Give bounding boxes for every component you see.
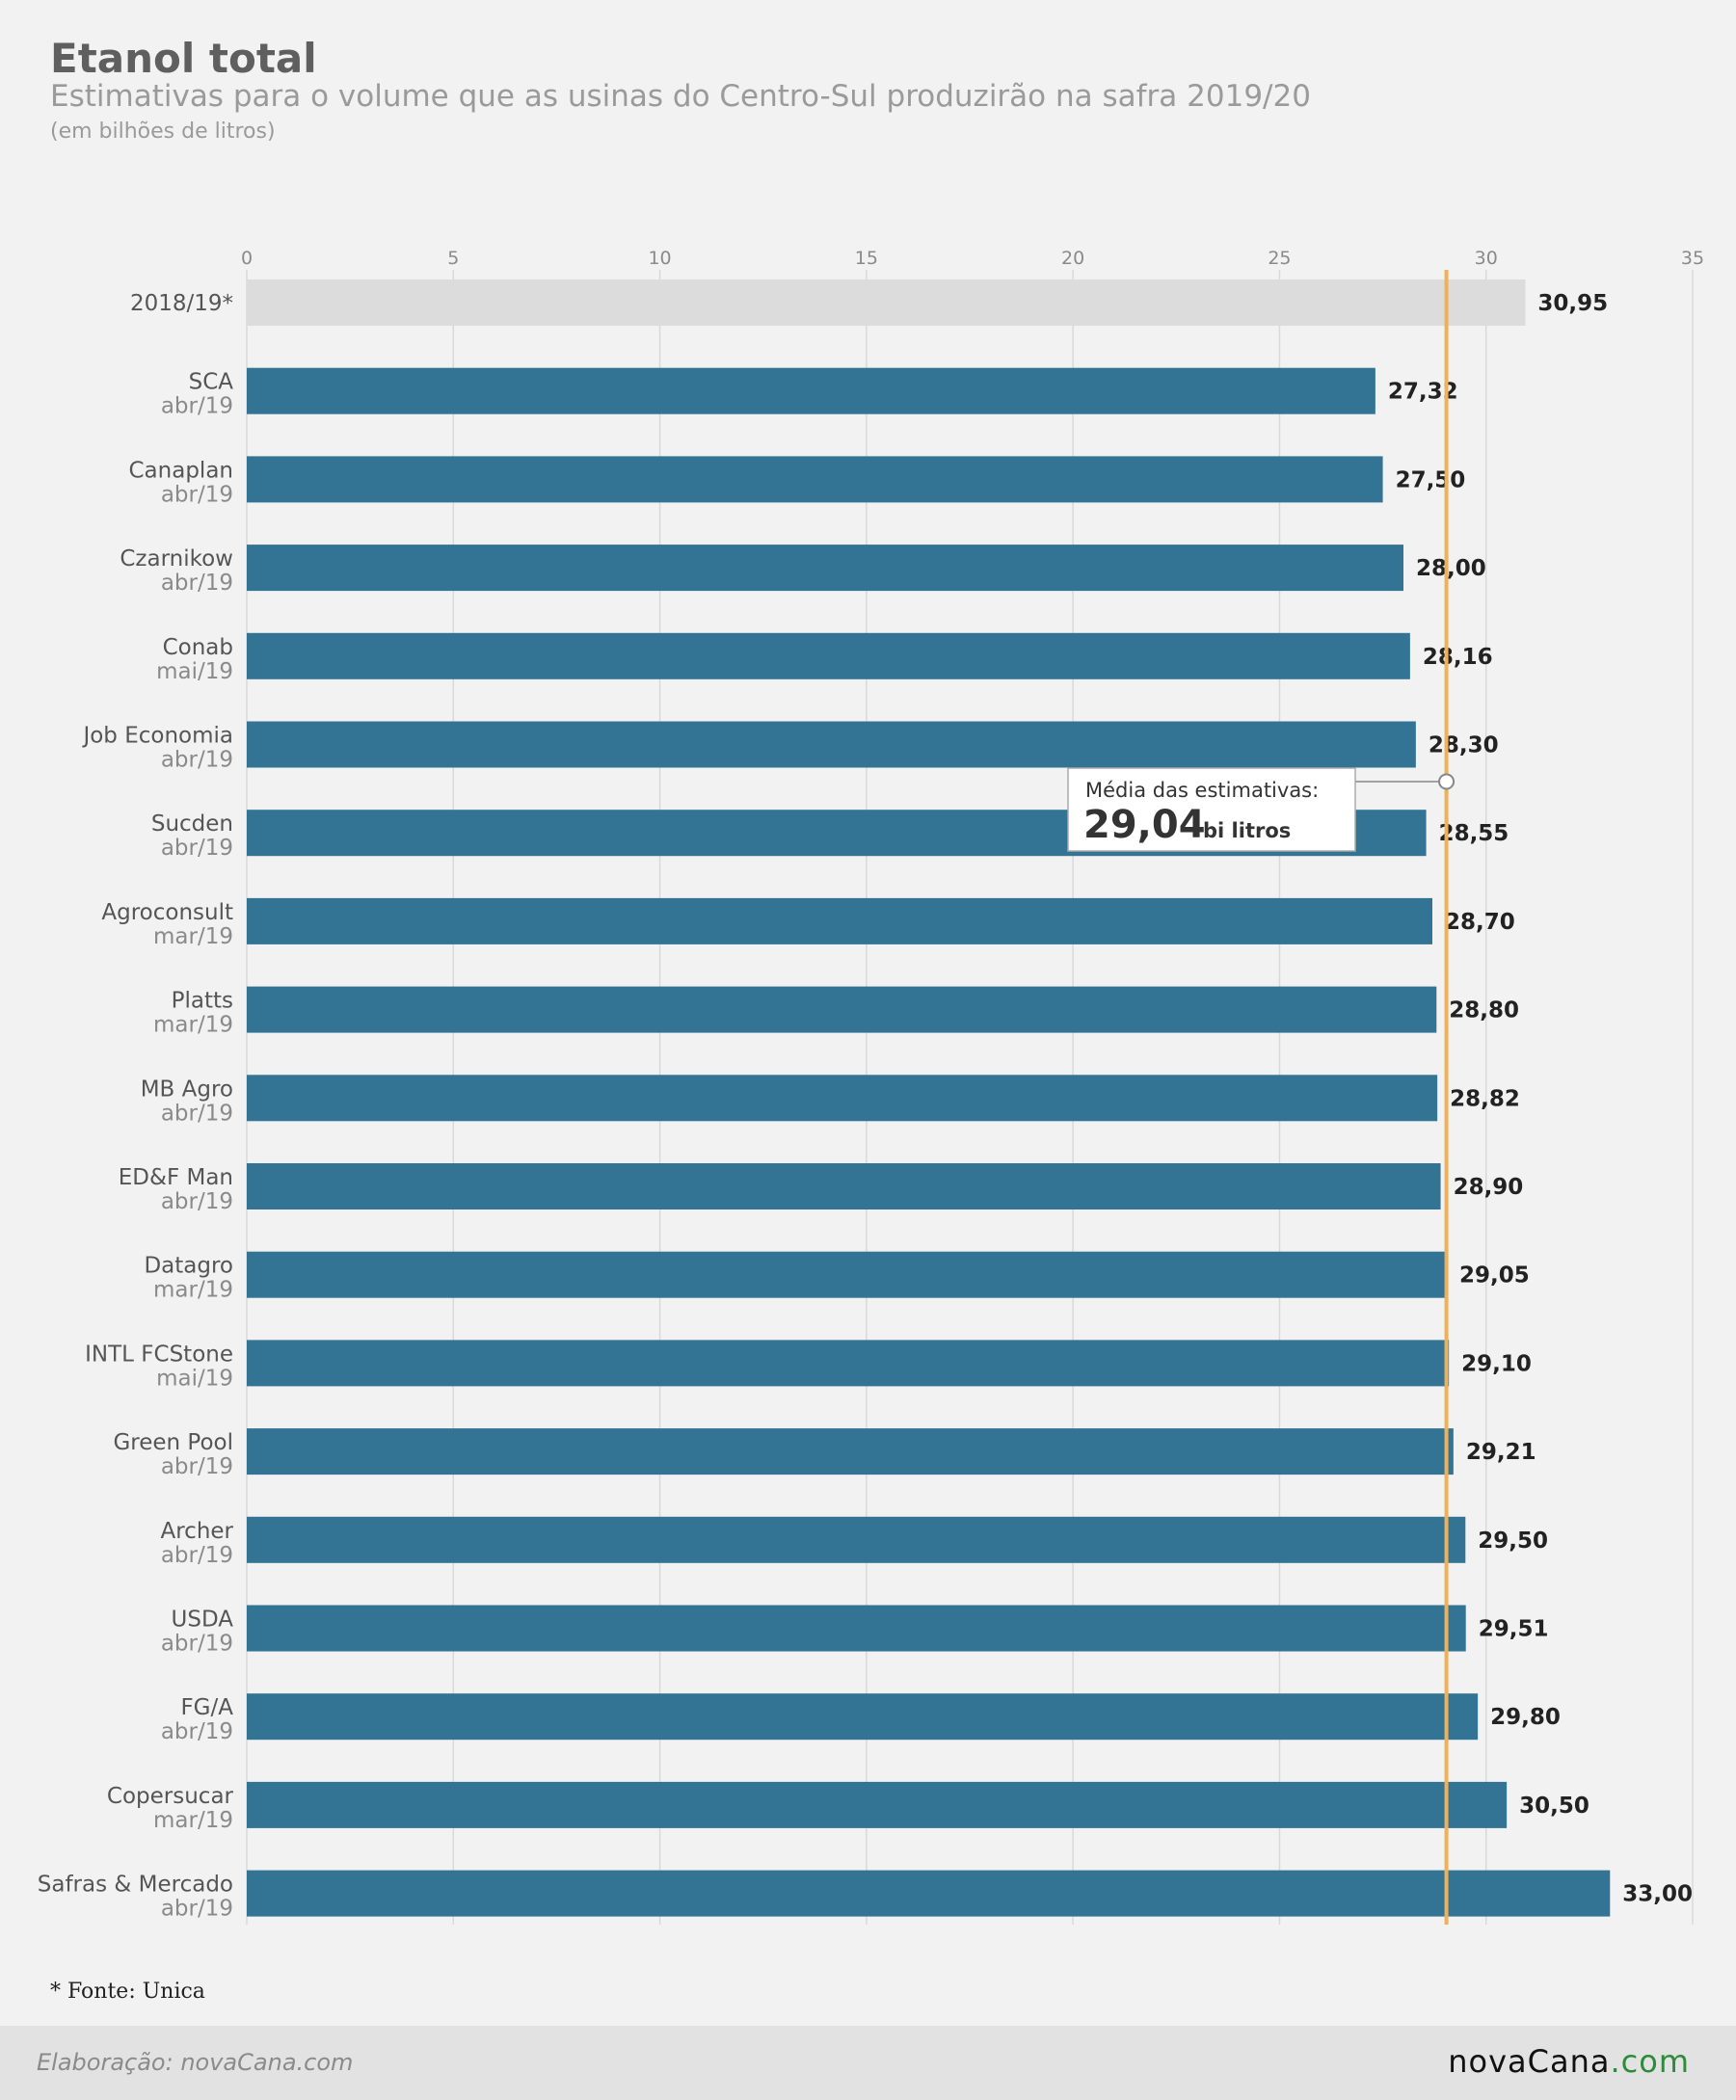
value-label: 28,80	[1449, 998, 1519, 1023]
value-label: 28,70	[1445, 910, 1515, 935]
bar	[247, 545, 1403, 592]
x-tick-label: 30	[1475, 248, 1498, 269]
novacana-logo[interactable]: novaCana.com	[1448, 2043, 1690, 2080]
category-date: abr/19	[161, 1897, 233, 1922]
category-label: FG/A	[180, 1695, 233, 1720]
bar	[247, 632, 1410, 679]
category-label: Agroconsult	[101, 900, 233, 925]
bar	[247, 1163, 1441, 1209]
category-label: Archer	[160, 1519, 233, 1544]
value-label: 30,50	[1519, 1794, 1589, 1819]
x-tick-label: 25	[1268, 248, 1291, 269]
chart-unit-note: (em bilhões de litros)	[50, 120, 276, 144]
value-label: 29,10	[1461, 1351, 1532, 1376]
category-label: Green Pool	[113, 1430, 233, 1455]
average-callout-unit: bi litros	[1203, 819, 1291, 842]
value-label: 27,50	[1396, 467, 1466, 492]
x-tick-label: 35	[1681, 248, 1704, 269]
value-label: 29,80	[1490, 1705, 1561, 1730]
category-date: abr/19	[161, 1632, 233, 1657]
category-label: USDA	[172, 1608, 234, 1633]
category-label: Canaplan	[129, 458, 234, 483]
category-date: mai/19	[156, 659, 233, 684]
x-tick-label: 15	[855, 248, 878, 269]
bar	[247, 1340, 1450, 1387]
bar	[247, 897, 1432, 944]
bar	[247, 1428, 1454, 1475]
logo-main-text: novaCana	[1448, 2043, 1611, 2080]
category-date: abr/19	[161, 1719, 233, 1744]
x-tick-label: 20	[1061, 248, 1084, 269]
category-date: abr/19	[161, 1543, 233, 1568]
value-label: 29,51	[1479, 1617, 1549, 1642]
reference-bar	[247, 279, 1526, 326]
category-date: mar/19	[153, 1278, 233, 1303]
value-label: 28,90	[1454, 1175, 1524, 1200]
category-label: Conab	[163, 635, 233, 660]
bar	[247, 1781, 1508, 1828]
bar	[247, 1251, 1447, 1298]
bar	[247, 1870, 1611, 1917]
value-label: 29,50	[1478, 1528, 1548, 1554]
category-date: abr/19	[161, 836, 233, 861]
category-label: SCA	[189, 370, 234, 395]
category-date: abr/19	[161, 482, 233, 507]
value-label: 33,00	[1622, 1882, 1693, 1907]
x-tick-label: 5	[447, 248, 459, 269]
value-label: 30,95	[1537, 291, 1608, 316]
bar	[247, 1693, 1479, 1741]
value-label: 28,30	[1429, 733, 1499, 758]
x-tick-label: 0	[241, 248, 253, 269]
category-date: mar/19	[153, 1808, 233, 1833]
category-label: Sucden	[151, 811, 233, 837]
category-date: abr/19	[161, 1101, 233, 1126]
chart-subtitle: Estimativas para o volume que as usinas …	[50, 79, 1311, 114]
bar	[247, 367, 1375, 414]
category-date: abr/19	[161, 571, 233, 596]
bar	[247, 721, 1416, 768]
value-label: 28,55	[1439, 821, 1509, 846]
value-label: 28,00	[1416, 556, 1486, 581]
bar	[247, 1075, 1438, 1122]
category-label: Safras & Mercado	[38, 1873, 233, 1898]
value-label: 28,16	[1423, 645, 1493, 670]
category-date: mar/19	[153, 1013, 233, 1038]
chart-title: Etanol total	[50, 35, 317, 82]
average-callout-value: 29,04	[1083, 803, 1206, 847]
bar	[247, 1516, 1466, 1563]
category-label: INTL FCStone	[85, 1342, 233, 1367]
bar	[247, 1605, 1466, 1652]
category-date: mai/19	[156, 1366, 233, 1391]
average-callout-box	[1067, 767, 1356, 852]
footer-bar: Elaboração: novaCana.com novaCana.com	[0, 2026, 1736, 2100]
category-date: abr/19	[161, 748, 233, 773]
x-tick-label: 10	[648, 248, 671, 269]
category-date: abr/19	[161, 394, 233, 419]
category-label: Job Economia	[81, 724, 233, 749]
average-marker	[1438, 773, 1456, 790]
category-label: Datagro	[144, 1254, 233, 1279]
value-label: 29,05	[1459, 1263, 1530, 1289]
value-label: 29,21	[1466, 1440, 1536, 1465]
category-label: MB Agro	[141, 1077, 233, 1102]
category-label: Czarnikow	[120, 546, 233, 572]
category-date: abr/19	[161, 1454, 233, 1479]
category-label: ED&F Man	[119, 1165, 233, 1190]
source-note: * Fonte: Unica	[50, 1980, 205, 2004]
category-date: mar/19	[153, 924, 233, 949]
bar	[247, 986, 1437, 1033]
bar	[247, 456, 1383, 503]
category-date: abr/19	[161, 1189, 233, 1214]
category-label: 2018/19*	[130, 291, 233, 316]
credit-text: Elaboração: novaCana.com	[37, 2049, 354, 2076]
category-label: Platts	[172, 989, 233, 1014]
category-label: Copersucar	[107, 1784, 234, 1809]
logo-tld-text: .com	[1610, 2043, 1690, 2080]
value-label: 28,82	[1450, 1086, 1520, 1111]
average-callout-caption: Média das estimativas:	[1085, 779, 1319, 802]
